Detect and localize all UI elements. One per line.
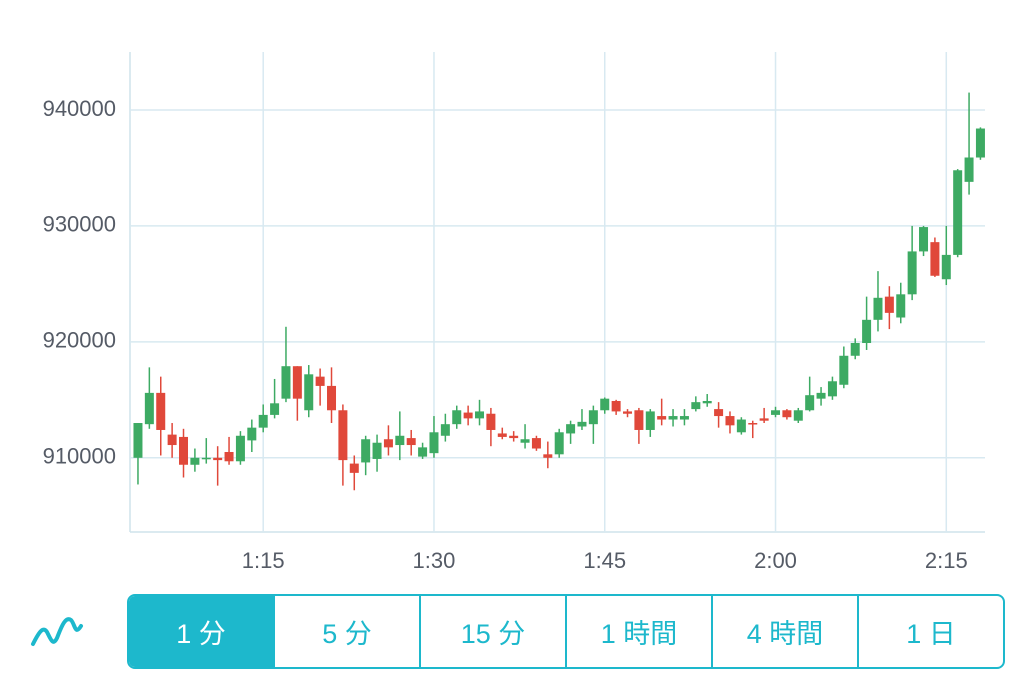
candle-body [201,457,211,460]
candle-body [805,395,815,411]
candle-body [623,411,633,414]
candle-body [418,447,428,457]
candle-body [896,294,906,318]
candle-body [224,452,234,462]
y-tick-label: 930000 [43,212,116,237]
candle-body [679,416,689,420]
candle-body [919,227,929,252]
timeframe-button[interactable]: 1 日 [857,596,1003,667]
candle-body [520,439,530,443]
y-tick-label: 940000 [43,96,116,121]
candle-body [133,423,143,458]
candle-body [383,439,393,448]
candle-body [452,410,462,425]
candle-body [759,418,769,421]
candle-body [440,424,450,436]
candle-body [395,435,405,446]
timeframe-button[interactable]: 5 分 [273,596,419,667]
timeframe-button[interactable]: 1 時間 [565,596,711,667]
x-tick-label: 2:15 [925,548,968,573]
candle-body [281,366,291,399]
y-tick-label: 920000 [43,328,116,353]
candle-body [668,416,678,420]
timeframe-button[interactable]: 1 分 [129,596,273,667]
candle-body [611,400,621,412]
candle-body [873,297,883,320]
candle-body [463,412,473,419]
x-tick-label: 2:00 [754,548,797,573]
candle-body [338,410,348,461]
candle-body [429,432,439,454]
candle-body [577,421,587,427]
candle-body [771,410,781,415]
candle-body [372,442,382,459]
candle-body [497,433,507,437]
candle-body [736,419,746,433]
candle-body [292,366,302,399]
candle-body [144,392,154,425]
candle-body [531,438,541,449]
candle-body [975,128,985,158]
timeframe-button[interactable]: 4 時間 [711,596,857,667]
candle-body [543,454,553,458]
candle-body [304,374,314,411]
candle-body [235,435,245,462]
candle-body [179,436,189,465]
candle-body [190,457,200,465]
candle-body [862,319,872,344]
candle-body [930,242,940,276]
candle-body [907,251,917,295]
x-tick-label: 1:30 [413,548,456,573]
candle-body [827,381,837,397]
candle-body [509,435,519,439]
icon-path [31,617,83,646]
candle-body [941,254,951,280]
candle-body [315,376,325,386]
x-tick-label: 1:45 [583,548,626,573]
y-tick-label: 910000 [43,444,116,469]
candle-body [167,434,177,446]
candle-body [258,414,268,428]
candle-body [361,439,371,463]
candle-body [349,463,359,473]
candle-body [839,355,849,385]
candle-body [475,411,485,419]
chart-type-icon[interactable] [27,602,87,662]
candle-body [588,410,598,425]
candle-body [691,402,701,410]
candle-body [600,398,610,411]
candle-body [634,410,644,430]
candle-body [486,413,496,430]
candle-body [850,343,860,356]
candle-body [793,410,803,421]
candle-body [406,438,416,446]
candle-body [566,424,576,434]
candle-body [714,409,724,417]
candle-body [725,416,735,426]
candle-body [884,296,894,313]
chart: 910000 920000 930000 940000 1:15 1:30 1:45 2:00… [43,52,985,573]
candle-body [748,423,758,425]
candle-body [554,432,564,455]
candle-body [953,170,963,255]
candle-body [645,411,655,430]
candle-body [270,403,280,415]
candle-body [657,416,667,420]
candle-body [327,385,337,411]
x-tick-label: 1:15 [242,548,285,573]
candle-body [213,457,223,461]
candle-body [782,410,792,418]
candle-body [816,392,826,399]
candle-body [702,400,712,404]
candle-body [156,392,166,430]
candle-body [247,427,257,441]
candle-body [964,157,974,182]
timeframe-button[interactable]: 15 分 [419,596,565,667]
